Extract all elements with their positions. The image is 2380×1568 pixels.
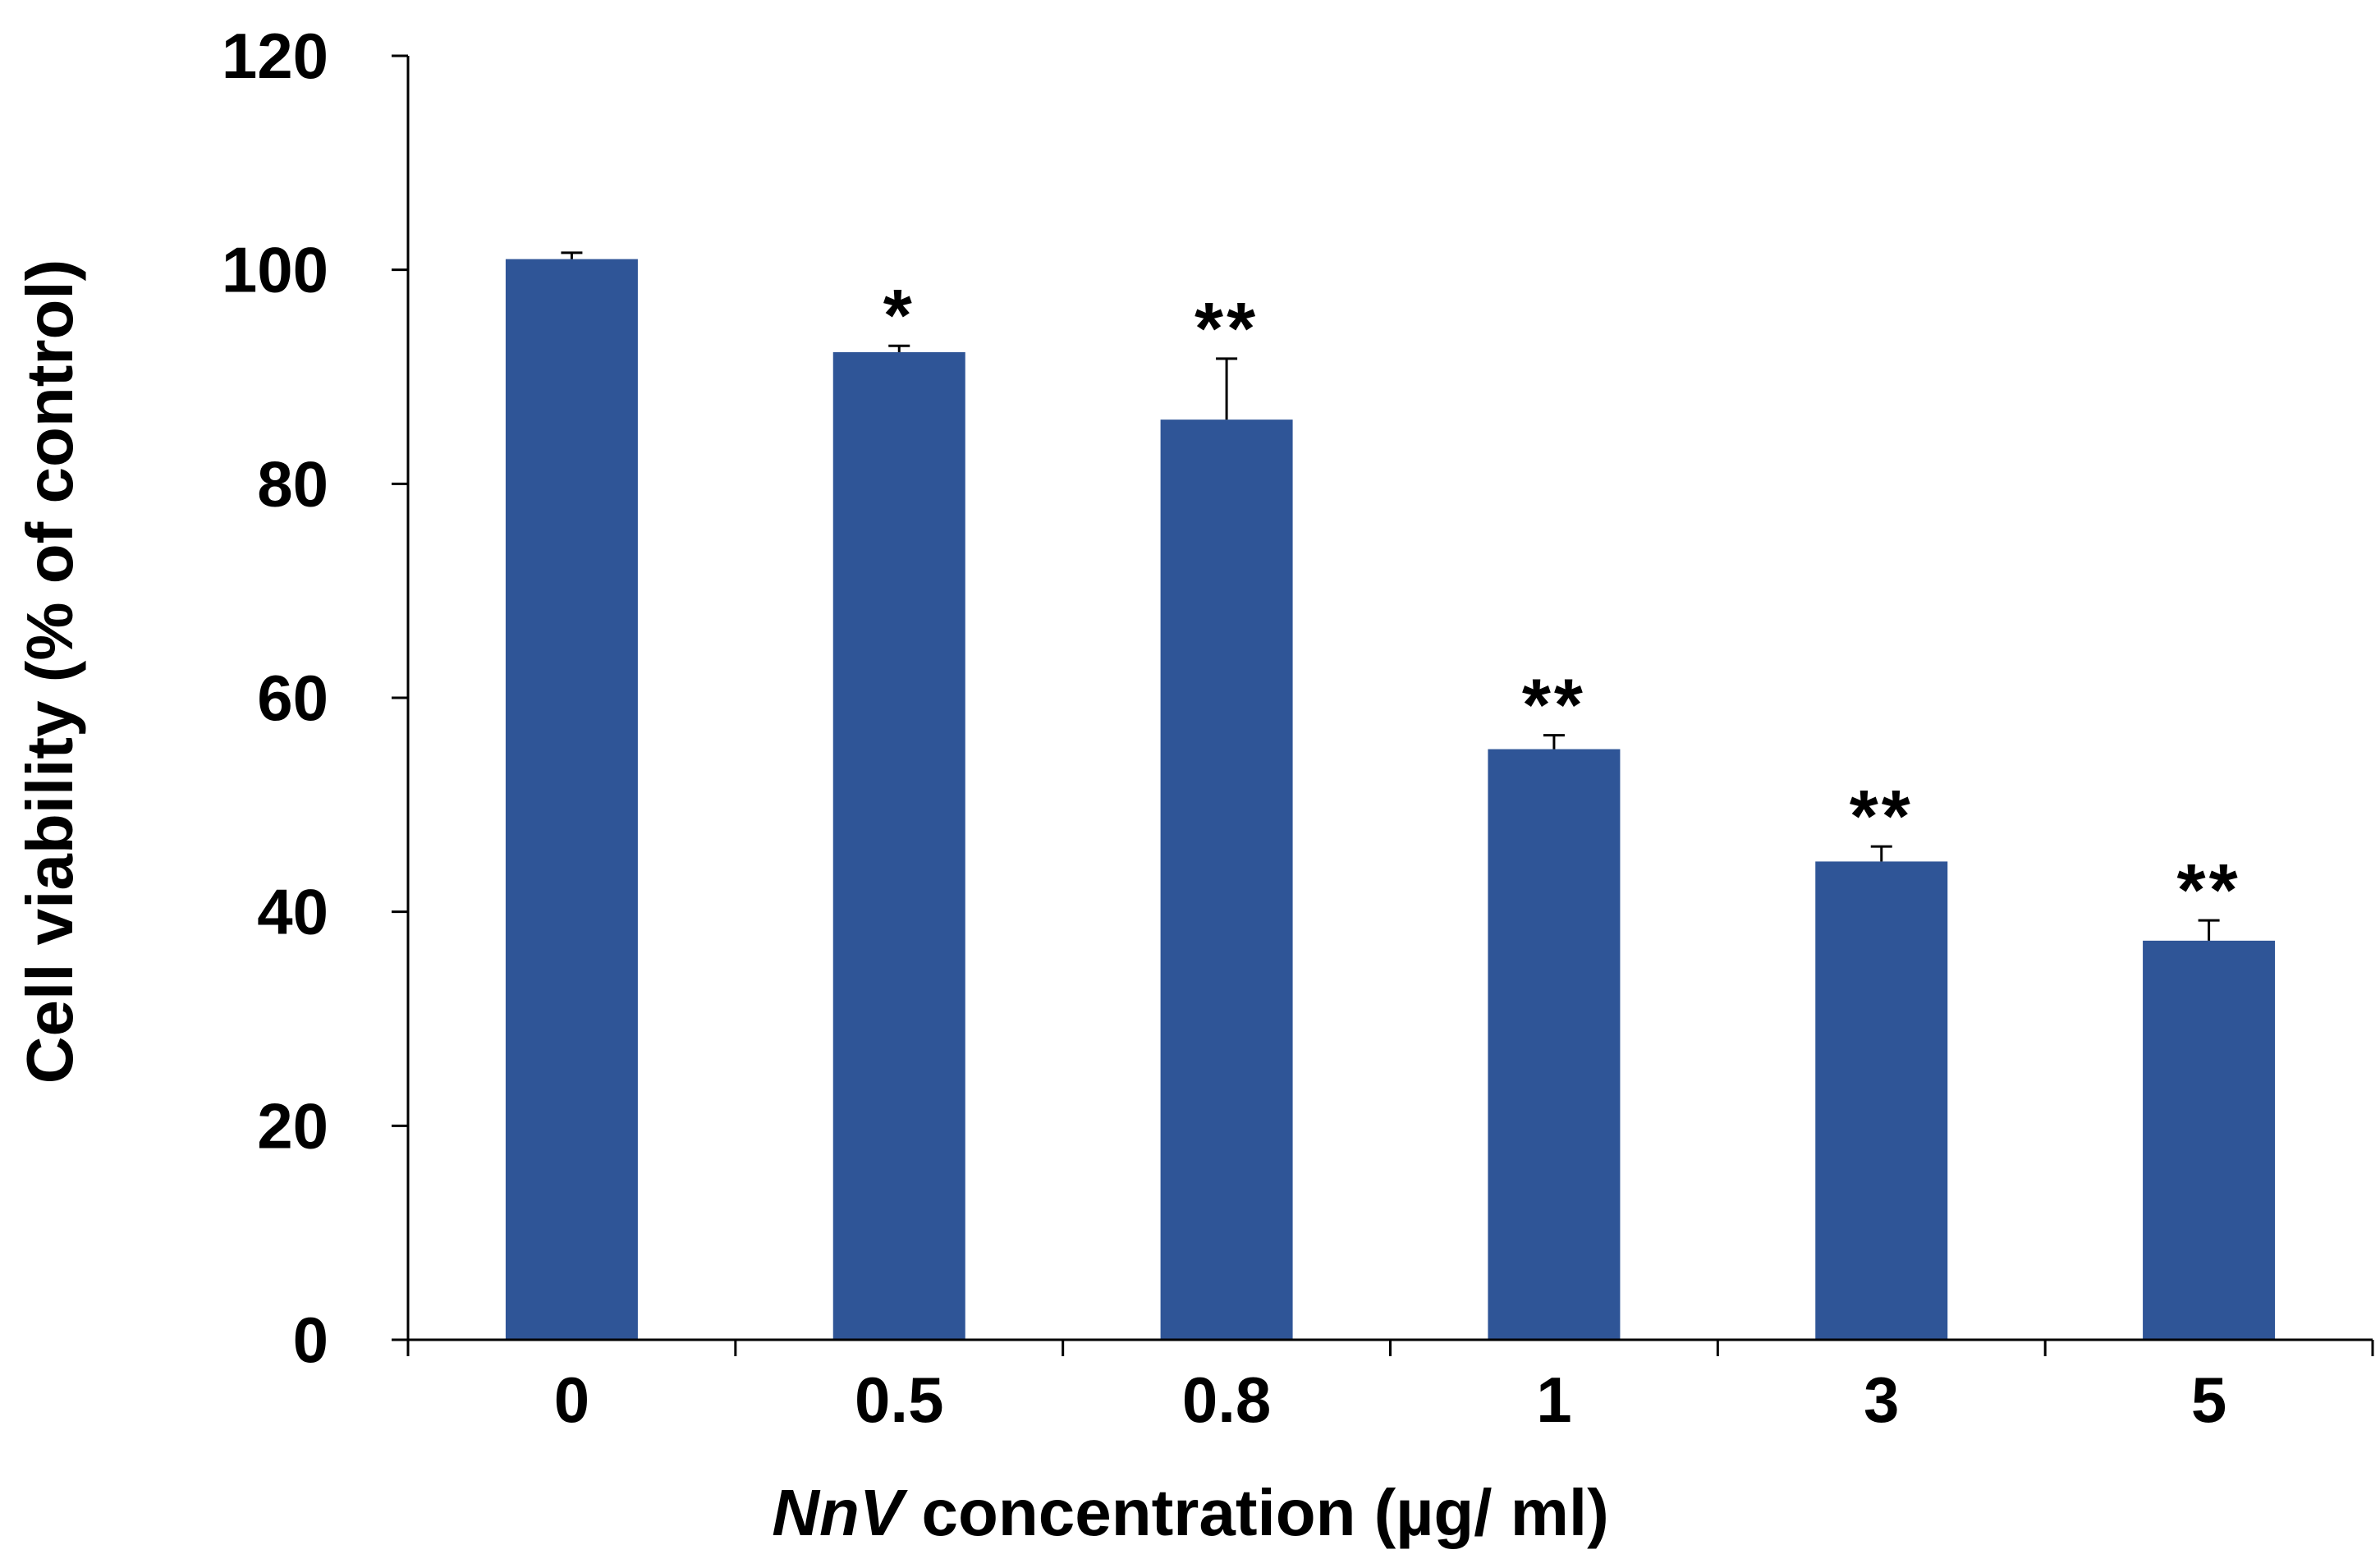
y-axis-title: Cell viability (% of control) xyxy=(13,259,86,1084)
y-tick-label-20: 20 xyxy=(257,1089,328,1162)
axes xyxy=(406,56,2373,1341)
x-axis-title-rest: concentration (µg/ ml) xyxy=(903,1476,1608,1549)
bar-5 xyxy=(2143,940,2276,1340)
x-tick-label-0: 0 xyxy=(554,1364,589,1436)
significance-1: ** xyxy=(1522,665,1586,747)
y-tick-label-40: 40 xyxy=(257,876,328,948)
bar-0 xyxy=(505,259,638,1341)
y-axis-ticks: 0 20 40 60 80 100 120 xyxy=(222,20,408,1376)
significance-0.8: ** xyxy=(1195,288,1259,370)
bar-0.5 xyxy=(832,352,965,1341)
x-axis-ticks: 0 0.5 0.8 1 3 5 xyxy=(406,1340,2374,1436)
x-tick-label-1: 1 xyxy=(1536,1364,1571,1436)
y-tick-label-120: 120 xyxy=(222,20,328,92)
error-bars xyxy=(561,251,2220,941)
x-axis-title-italic: NnV xyxy=(772,1476,908,1549)
bars xyxy=(505,259,2276,1341)
x-tick-label-5: 5 xyxy=(2191,1364,2226,1436)
y-tick-label-0: 0 xyxy=(293,1304,328,1376)
y-tick-label-80: 80 xyxy=(257,447,328,520)
significance-labels: * ******** xyxy=(883,275,2241,932)
y-tick-label-60: 60 xyxy=(257,662,328,734)
x-tick-label-0.5: 0.5 xyxy=(855,1364,943,1436)
bar-1 xyxy=(1488,749,1621,1340)
bar-0.8 xyxy=(1160,420,1293,1341)
x-axis-title: NnV concentration (µg/ ml) xyxy=(772,1476,1608,1549)
x-tick-label-3: 3 xyxy=(1864,1364,1899,1436)
significance-3: ** xyxy=(1850,776,1914,858)
significance-5: ** xyxy=(2177,850,2241,932)
bar-3 xyxy=(1815,861,1948,1340)
x-tick-label-0.8: 0.8 xyxy=(1182,1364,1271,1436)
y-tick-label-100: 100 xyxy=(222,234,328,306)
significance-0.5: * xyxy=(883,275,915,357)
